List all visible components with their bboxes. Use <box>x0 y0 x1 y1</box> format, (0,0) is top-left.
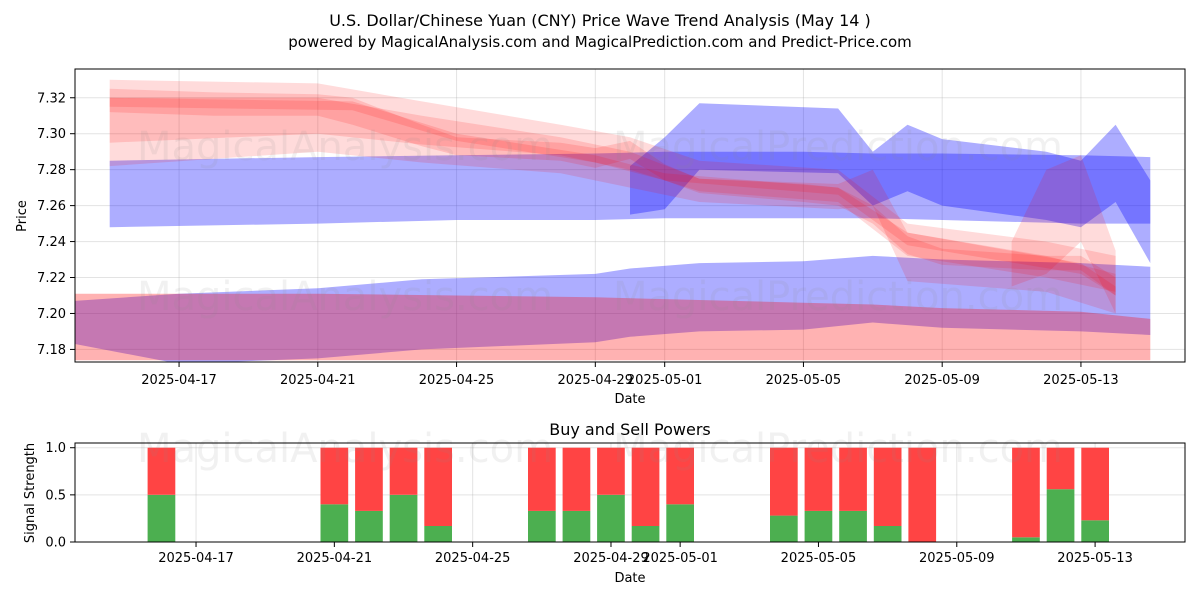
signal-x-tick-label: 2025-05-13 <box>1057 551 1133 566</box>
price-y-tick-label: 7.32 <box>37 91 66 106</box>
price-y-tick-label: 7.26 <box>37 199 66 214</box>
price-x-tick-label: 2025-04-29 <box>558 373 634 388</box>
signal-x-tick-label: 2025-05-05 <box>781 551 857 566</box>
red-wave-band-6 <box>109 97 1116 314</box>
watermark-2: MagicalPrediction.com <box>613 124 1063 170</box>
sell-power-bar <box>597 447 625 495</box>
price-chart: MagicalAnalysis.com MagicalPrediction.co… <box>15 68 1186 407</box>
chart-subtitle: powered by MagicalAnalysis.com and Magic… <box>288 33 912 51</box>
signal-plot-area <box>75 443 1185 542</box>
signal-plot-frame <box>74 442 1186 543</box>
buy-power-bar <box>320 504 349 542</box>
price-x-tick-label: 2025-05-05 <box>766 373 842 388</box>
signal-x-tick-label: 2025-05-09 <box>919 551 995 566</box>
price-x-tick-label: 2025-04-21 <box>280 373 356 388</box>
watermark-6: MagicalPrediction.com <box>613 426 1063 472</box>
price-x-tick-label: 2025-05-01 <box>627 373 703 388</box>
sell-power-bar <box>908 447 937 542</box>
sell-power-bar <box>389 447 418 495</box>
buy-power-bar <box>355 510 383 542</box>
buy-power-bar <box>147 494 176 542</box>
price-y-tick-label: 7.24 <box>37 235 66 250</box>
price-x-tick-label: 2025-05-13 <box>1043 373 1119 388</box>
signal-ticks: 2025-04-17 2025-04-21 2025-04-25 2025-04-29… <box>45 441 1133 566</box>
signal-x-tick-label: 2025-05-01 <box>642 551 718 566</box>
buy-power-bar <box>424 526 452 542</box>
price-x-tick-label: 2025-05-09 <box>904 373 980 388</box>
buy-power-bar <box>631 526 660 542</box>
sell-power-bar <box>1081 447 1109 521</box>
price-y-tick-label: 7.20 <box>37 307 66 322</box>
signal-x-tick-label: 2025-04-21 <box>297 551 373 566</box>
sell-power-bar <box>320 447 349 505</box>
price-y-axis-label: Price <box>15 200 30 232</box>
price-x-axis-label: Date <box>614 392 645 407</box>
signal-y-tick-label: 0.5 <box>45 488 66 503</box>
price-plot-area <box>75 69 1185 362</box>
sell-power-bar <box>355 447 383 511</box>
buy-power-bar <box>528 510 556 542</box>
sell-power-bar <box>1046 447 1075 490</box>
buy-power-bar <box>597 494 625 542</box>
sell-power-bar <box>528 447 556 511</box>
watermark-5: MagicalAnalysis.com <box>137 426 553 472</box>
price-y-tick-label: 7.30 <box>37 127 66 142</box>
blue-wave-band-2 <box>75 255 1151 362</box>
buy-power-bar <box>1046 489 1075 542</box>
signal-y-tick-label: 0.0 <box>45 536 66 551</box>
buy-power-bar <box>1081 520 1109 542</box>
sell-power-bar <box>1012 447 1040 538</box>
buy-power-bar <box>770 515 798 542</box>
red-wave-band-7 <box>1011 155 1116 314</box>
sell-power-bar <box>562 447 591 511</box>
sell-power-bar <box>631 447 660 526</box>
red-wave-band-5 <box>109 79 1116 292</box>
signal-x-tick-label: 2025-04-25 <box>435 551 511 566</box>
price-bands <box>75 79 1151 362</box>
price-x-tick-label: 2025-04-25 <box>419 373 495 388</box>
price-y-tick-label: 7.28 <box>37 163 66 178</box>
sell-power-bar <box>666 447 694 505</box>
signal-chart-title: Buy and Sell Powers <box>549 420 711 439</box>
price-y-tick-label: 7.18 <box>37 343 66 358</box>
buy-power-bar <box>1012 537 1040 542</box>
sell-power-bar <box>873 447 902 526</box>
chart-title: U.S. Dollar/Chinese Yuan (CNY) Price Wav… <box>329 11 871 30</box>
signal-chart: Buy and Sell Powers MagicalAnalysis.com … <box>23 420 1186 586</box>
sell-power-bar <box>424 447 452 526</box>
buy-power-bar <box>873 526 902 542</box>
watermark-4: MagicalPrediction.com <box>613 274 1063 320</box>
buy-power-bar <box>666 504 694 542</box>
buy-power-bar <box>389 494 418 542</box>
price-plot-frame <box>74 68 1186 363</box>
blue-wave-band-1 <box>630 103 1151 264</box>
price-grid <box>75 69 1185 362</box>
signal-x-axis-label: Date <box>614 571 645 586</box>
red-wave-band-4 <box>109 88 1116 296</box>
sell-power-bar <box>147 447 176 495</box>
watermark-1: MagicalAnalysis.com <box>137 124 553 170</box>
blue-wave-band-0 <box>109 151 1151 228</box>
buy-power-bar <box>839 510 867 542</box>
price-x-tick-label: 2025-04-17 <box>141 373 217 388</box>
sell-power-bar <box>839 447 867 511</box>
buy-power-bar <box>562 510 591 542</box>
signal-y-axis-label: Signal Strength <box>23 443 38 543</box>
sell-power-bar <box>804 447 833 511</box>
signal-y-tick-label: 1.0 <box>45 441 66 456</box>
buy-power-bar <box>804 510 833 542</box>
price-y-tick-label: 7.22 <box>37 271 66 286</box>
signal-x-tick-label: 2025-04-29 <box>573 551 649 566</box>
watermark-3: MagicalAnalysis.com <box>137 274 553 320</box>
sell-power-bar <box>770 447 798 516</box>
signal-x-tick-label: 2025-04-17 <box>158 551 234 566</box>
price-ticks: 2025-04-17 2025-04-21 2025-04-25 2025-04-29… <box>37 91 1119 388</box>
red-wave-band-3 <box>75 293 1151 361</box>
signal-bars <box>147 447 1109 542</box>
